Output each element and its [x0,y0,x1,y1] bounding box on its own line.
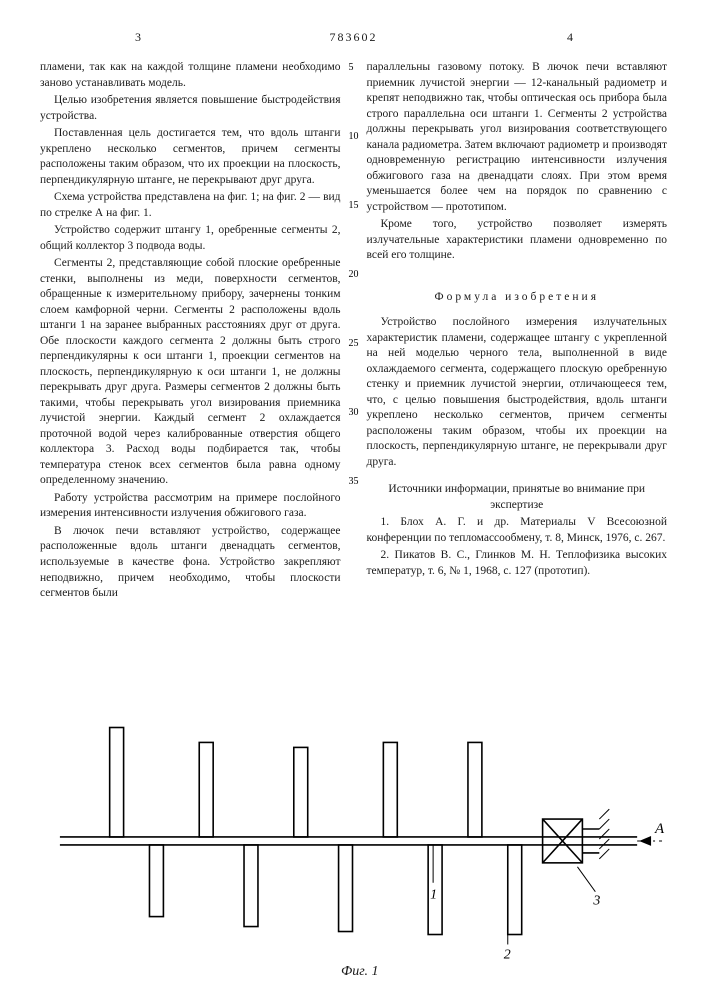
patent-number: 783602 [330,30,378,45]
page-header: 3 783602 4 [40,30,667,54]
paragraph: Сегменты 2, представляющие собой плоские… [40,256,341,489]
svg-text:3: 3 [592,894,600,909]
paragraph: Кроме того, устройство позволяет измерят… [367,217,668,264]
figure-caption: Фиг. 1 [341,964,379,980]
page-number-left: 3 [135,30,145,45]
figure-svg: А 1 2 3 [40,682,667,982]
paragraph: Устройство содержит штангу 1, оребренные… [40,223,341,254]
left-column: пламени, так как на каждой толщине пламе… [40,60,341,604]
line-mark: 25 [349,338,359,349]
svg-text:2: 2 [504,947,511,962]
line-mark: 35 [349,476,359,487]
page: 3 783602 4 5 10 15 20 25 30 35 пламени, … [0,0,707,1000]
sources-heading: Источники информации, принятые во вниман… [367,482,668,513]
paragraph: Работу устройства рассмотрим на примере … [40,491,341,522]
formula-heading: Формула изобретения [367,290,668,306]
paragraph: В лючок печи вставляют устройство, содер… [40,524,341,602]
paragraph: пламени, так как на каждой толщине пламе… [40,60,341,91]
line-mark: 20 [349,269,359,280]
paragraph: Схема устройства представлена на фиг. 1;… [40,190,341,221]
line-mark: 30 [349,407,359,418]
right-column: параллельны газовому потоку. В лючок печ… [367,60,668,604]
paragraph: Устройство послойного измерения излучате… [367,315,668,470]
line-mark: 10 [349,131,359,142]
figure-1: А 1 2 3 Фиг. 1 [40,682,667,982]
page-number-right: 4 [567,30,577,45]
paragraph: Целью изобретения является повышение быс… [40,93,341,124]
paragraph: 2. Пикатов В. С., Глинков М. Н. Теплофиз… [367,548,668,579]
line-number-gutter: 5 10 15 20 25 30 35 [349,62,359,487]
svg-text:А: А [654,821,665,837]
line-mark: 5 [349,62,359,73]
paragraph: Поставленная цель достигается тем, что в… [40,126,341,188]
line-mark: 15 [349,200,359,211]
paragraph: 1. Блох А. Г. и др. Материалы V Всесоюзн… [367,515,668,546]
paragraph: параллельны газовому потоку. В лючок печ… [367,60,668,215]
svg-text:1: 1 [430,888,437,903]
